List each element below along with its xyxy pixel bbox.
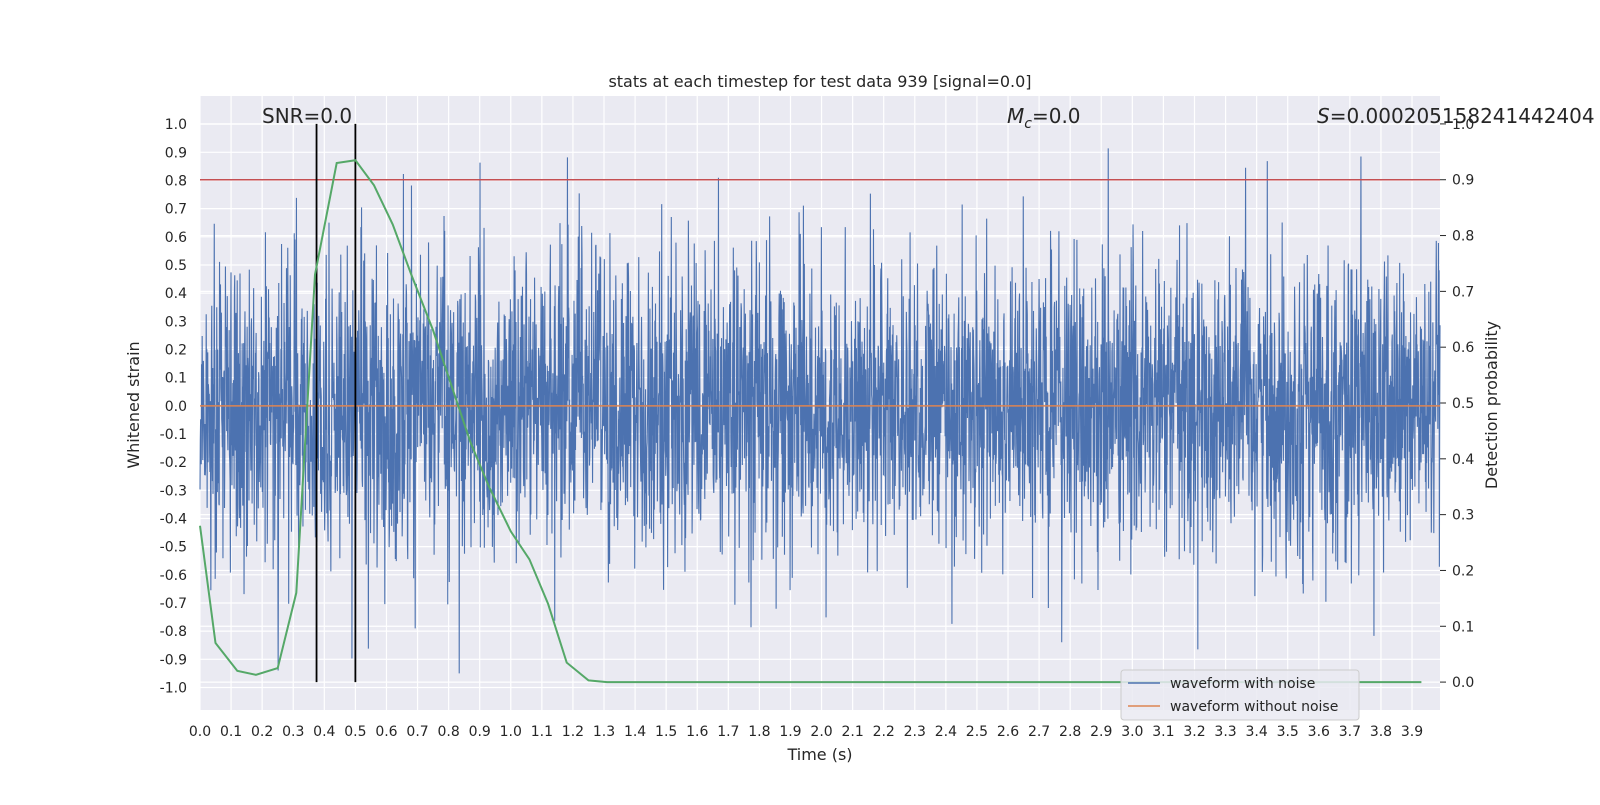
y-tick-label: 1.0 xyxy=(165,117,187,133)
y-tick-label: 0.6 xyxy=(165,230,187,246)
x-tick-label: 0.1 xyxy=(220,724,242,740)
x-tick-label: 1.4 xyxy=(624,724,646,740)
x-tick-label: 2.4 xyxy=(935,724,957,740)
y2-axis-label: Detection probability xyxy=(1482,321,1501,489)
x-tick-label: 2.5 xyxy=(966,724,988,740)
x-tick-label: 3.9 xyxy=(1401,724,1423,740)
y-tick-label: -1.0 xyxy=(160,680,187,696)
y-axis-label: Whitened strain xyxy=(124,341,143,468)
y-tick-label: 0.7 xyxy=(165,202,187,218)
y-tick-label: -0.4 xyxy=(160,511,187,527)
y2-tick-label: 0.1 xyxy=(1452,619,1474,635)
y-tick-labels: 1.0 0.9 0.8 0.7 0.6 0.5 0.4 0.3 0.2 0.1 0.0 -0.1 -0.… xyxy=(160,117,187,696)
x-tick-label: 2.1 xyxy=(841,724,863,740)
x-tick-label: 0.6 xyxy=(375,724,397,740)
x-tick-label: 3.2 xyxy=(1183,724,1205,740)
legend: waveform with noise waveform without noi… xyxy=(1120,669,1360,721)
y-tick-label: 0.3 xyxy=(165,314,187,330)
y2-tick-label: 0.6 xyxy=(1452,340,1474,356)
x-tick-label: 2.2 xyxy=(873,724,895,740)
legend-box xyxy=(1120,669,1360,721)
x-tick-labels: 0.0 0.1 0.2 0.3 0.4 0.5 0.6 0.7 0.8 0.9 1.0 1.1 1.2 1… xyxy=(189,724,1423,740)
x-tick-label: 0.5 xyxy=(344,724,366,740)
x-tick-label: 3.4 xyxy=(1246,724,1268,740)
x-tick-label: 3.0 xyxy=(1121,724,1143,740)
y-tick-label: 0.4 xyxy=(165,286,187,302)
x-tick-label: 2.3 xyxy=(904,724,926,740)
x-tick-label: 2.0 xyxy=(810,724,832,740)
x-tick-label: 2.9 xyxy=(1090,724,1112,740)
x-tick-label: 3.3 xyxy=(1214,724,1236,740)
x-tick-label: 1.8 xyxy=(748,724,770,740)
x-tick-label: 3.1 xyxy=(1152,724,1174,740)
x-tick-label: 2.7 xyxy=(1028,724,1050,740)
x-tick-label: 0.3 xyxy=(282,724,304,740)
chirp-mass-annotation: Mc=0.0 xyxy=(1007,104,1081,132)
y-tick-label: -0.9 xyxy=(160,652,187,668)
x-tick-label: 1.0 xyxy=(500,724,522,740)
y-tick-label: -0.2 xyxy=(160,455,187,471)
y-tick-label: 0.9 xyxy=(165,145,187,161)
x-tick-label: 3.8 xyxy=(1370,724,1392,740)
legend-label-waveform-without-noise: waveform without noise xyxy=(1170,699,1338,715)
y2-tick-label: 0.0 xyxy=(1452,675,1474,691)
x-tick-label: 1.5 xyxy=(655,724,677,740)
x-tick-label: 2.6 xyxy=(997,724,1019,740)
x-tick-label: 1.3 xyxy=(593,724,615,740)
y2-tick-label: 0.8 xyxy=(1452,229,1474,245)
chirp-mass-subscript: c xyxy=(1024,116,1032,132)
x-tick-label: 1.9 xyxy=(779,724,801,740)
y2-tick-labels: 1.0 0.9 0.8 0.7 0.6 0.5 0.4 0.3 0.2 0.1 0.0 xyxy=(1452,117,1474,691)
x-tick-label: 0.4 xyxy=(313,724,335,740)
y2-tick-label: 0.4 xyxy=(1452,452,1474,468)
y-tick-label: -0.6 xyxy=(160,568,187,584)
signal-window-lines xyxy=(315,123,357,683)
x-tick-label: 0.9 xyxy=(469,724,491,740)
x-tick-label: 0.0 xyxy=(189,724,211,740)
score-annotation: S=0.000205158241442404 xyxy=(1317,104,1595,128)
y2-tick-label: 0.7 xyxy=(1452,284,1474,300)
x-tick-label: 2.8 xyxy=(1059,724,1081,740)
x-axis-label: Time (s) xyxy=(786,745,852,764)
x-tick-label: 1.1 xyxy=(531,724,553,740)
chart-title: stats at each timestep for test data 939… xyxy=(608,72,1031,91)
y-tick-label: 0.2 xyxy=(165,342,187,358)
y-tick-label: 0.0 xyxy=(165,399,187,415)
y-tick-label: -0.5 xyxy=(160,540,187,556)
y-tick-label: -0.7 xyxy=(160,596,187,612)
waveform-with-noise-trace xyxy=(199,148,1441,674)
y2-tick-label: 0.2 xyxy=(1452,563,1474,579)
x-tick-label: 1.6 xyxy=(686,724,708,740)
snr-annotation: SNR=0.0 xyxy=(262,104,352,128)
y-tick-label: -0.1 xyxy=(160,427,187,443)
x-tick-label: 3.7 xyxy=(1339,724,1361,740)
y-tick-label: 0.1 xyxy=(165,371,187,387)
chirp-mass-symbol: M xyxy=(1007,104,1024,128)
x-tick-label: 3.5 xyxy=(1277,724,1299,740)
series-waveform-with-noise xyxy=(199,148,1441,674)
x-tick-label: 0.2 xyxy=(251,724,273,740)
x-tick-label: 0.7 xyxy=(406,724,428,740)
x-tick-label: 0.8 xyxy=(437,724,459,740)
score-symbol: S xyxy=(1317,104,1330,128)
y-tick-label: -0.3 xyxy=(160,483,187,499)
y2-tick-label: 0.5 xyxy=(1452,396,1474,412)
x-tick-label: 1.2 xyxy=(562,724,584,740)
legend-label-waveform-with-noise: waveform with noise xyxy=(1170,676,1315,692)
chirp-mass-value: =0.0 xyxy=(1032,104,1081,128)
y2-tick-label: 0.3 xyxy=(1452,508,1474,524)
y-tick-label: 0.5 xyxy=(165,258,187,274)
y2-tick-label: 1.0 xyxy=(1452,117,1474,133)
x-tick-label: 1.7 xyxy=(717,724,739,740)
score-value: =0.000205158241442404 xyxy=(1330,104,1595,128)
y2-tick-label: 0.9 xyxy=(1452,173,1474,189)
x-tick-label: 3.6 xyxy=(1308,724,1330,740)
y-tick-label: -0.8 xyxy=(160,624,187,640)
y-tick-label: 0.8 xyxy=(165,173,187,189)
